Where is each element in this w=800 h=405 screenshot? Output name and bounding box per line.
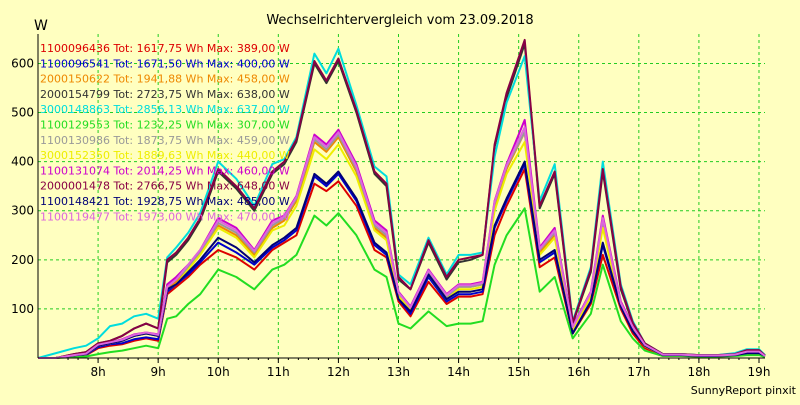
y-tick-label: 200 bbox=[11, 253, 34, 267]
y-tick-label: 400 bbox=[11, 155, 34, 169]
legend-item: 2000154799 Tot: 2723,75 Wh Max: 638,00 W bbox=[40, 88, 290, 101]
footer-credit: SunnyReport pinxit bbox=[691, 384, 797, 397]
x-tick-label: 8h bbox=[90, 365, 105, 379]
legend-item: 1100119477 Tot: 1973,00 Wh Max: 470,00 W bbox=[40, 210, 290, 223]
legend-item: 1100131074 Tot: 2014,25 Wh Max: 460,00 W bbox=[40, 164, 290, 177]
x-tick-label: 11h bbox=[267, 365, 290, 379]
series-layer bbox=[37, 38, 766, 359]
x-tick-label: 18h bbox=[687, 365, 710, 379]
y-tick-label: 600 bbox=[11, 56, 34, 70]
y-axis-unit-label: W bbox=[34, 18, 48, 34]
legend-item: 2000150622 Tot: 1941,88 Wh Max: 458,00 W bbox=[40, 73, 290, 86]
y-tick-label: 100 bbox=[11, 302, 34, 316]
legend: 1100096436 Tot: 1617,75 Wh Max: 389,00 W… bbox=[40, 42, 290, 223]
x-tick-label: 10h bbox=[207, 365, 230, 379]
x-tick-label: 15h bbox=[507, 365, 530, 379]
y-tick-label: 300 bbox=[11, 204, 34, 218]
x-tick-label: 16h bbox=[567, 365, 590, 379]
legend-item: 1100129553 Tot: 1232,25 Wh Max: 307,00 W bbox=[40, 119, 290, 132]
x-tick-label: 13h bbox=[387, 365, 410, 379]
legend-item: 1100130986 Tot: 1873,75 Wh Max: 459,00 W bbox=[40, 134, 290, 147]
x-tick-label: 14h bbox=[447, 365, 470, 379]
axes-layer: 100 200 300 400 500 600 8h 9h 10h 11h 12h 13h 14h 15h… bbox=[11, 34, 770, 379]
legend-item: 3000148863 Tot: 2856,13 Wh Max: 637,00 W bbox=[40, 103, 290, 116]
y-tick-label: 500 bbox=[11, 106, 34, 120]
legend-item: 1100096541 Tot: 1671,50 Wh Max: 400,00 W bbox=[40, 57, 290, 70]
series-line-10 bbox=[38, 38, 766, 359]
legend-item: 1100148421 Tot: 1928,75 Wh Max: 485,00 W bbox=[40, 195, 290, 208]
legend-item: 2000001478 Tot: 2766,75 Wh Max: 648,00 W bbox=[40, 180, 290, 193]
legend-item: 3000152350 Tot: 1889,63 Wh Max: 440,00 W bbox=[40, 149, 290, 162]
x-tick-label: 19h bbox=[748, 365, 771, 379]
legend-item: 1100096436 Tot: 1617,75 Wh Max: 389,00 W bbox=[40, 42, 290, 55]
series-line-12 bbox=[38, 126, 766, 359]
x-tick-label: 17h bbox=[627, 365, 650, 379]
x-tick-label: 12h bbox=[327, 365, 350, 379]
chart-title: Wechselrichtervergleich vom 23.09.2018 bbox=[266, 13, 533, 28]
x-tick-label: 9h bbox=[151, 365, 166, 379]
series-line-6 bbox=[38, 207, 766, 359]
